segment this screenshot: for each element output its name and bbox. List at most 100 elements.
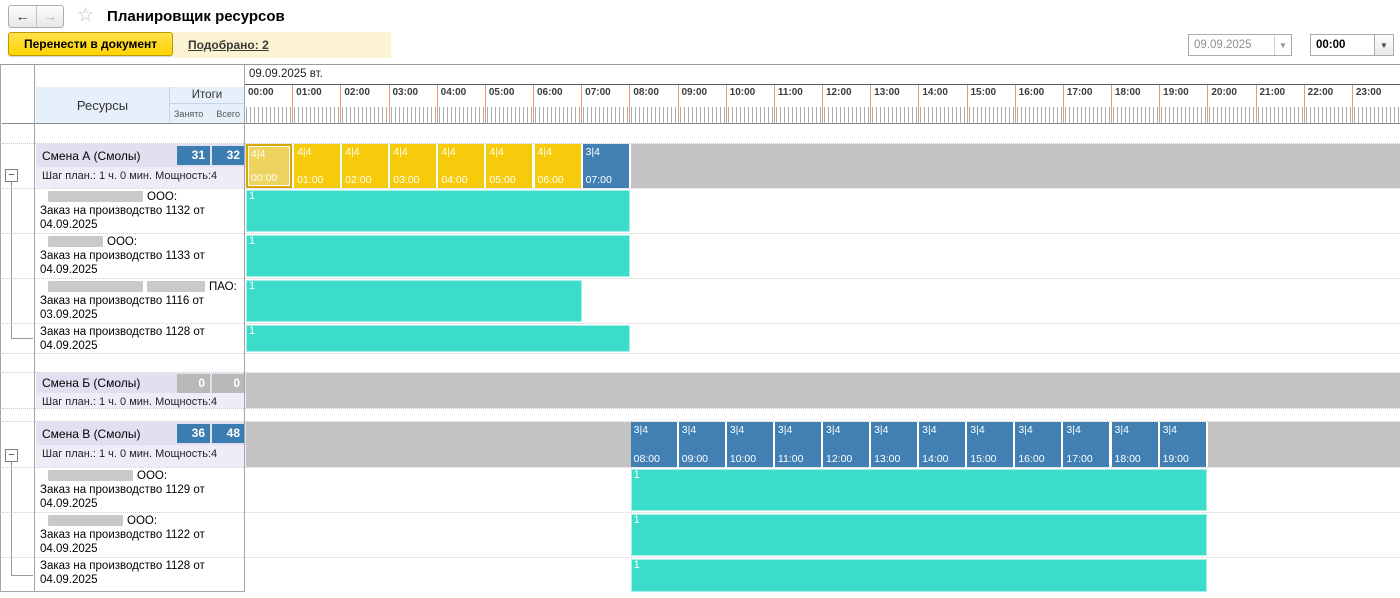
resources-column-header: Ресурсы bbox=[36, 87, 170, 123]
capacity-block[interactable]: 3|4 10:00 bbox=[726, 422, 773, 467]
capacity-block[interactable]: 4|4 04:00 bbox=[438, 144, 485, 188]
order-row: ООО: Заказ на производство 1129 от 04.09.2… bbox=[2, 467, 1400, 512]
totals-column-header: Итоги bbox=[170, 87, 244, 104]
capacity-block[interactable]: 3|4 14:00 bbox=[919, 422, 966, 467]
order-left-cell[interactable]: ПАО: Заказ на производство 1116 от 03.09.2… bbox=[36, 279, 246, 323]
order-left-cell[interactable]: ООО: Заказ на производство 1132 от 04.09.2… bbox=[36, 189, 246, 233]
resource-group-row: Смена Б (Смолы) 0 0 Шаг план.: 1 ч. 0 мин. … bbox=[2, 372, 1400, 408]
hour-label: 19:00 bbox=[1163, 87, 1189, 98]
order-bar[interactable]: 1 bbox=[246, 190, 630, 232]
order-lane: 1 bbox=[246, 324, 1400, 353]
collapse-toggle[interactable]: − bbox=[5, 169, 18, 182]
capacity-block[interactable]: 4|4 03:00 bbox=[390, 144, 437, 188]
planner-grid: Ресурсы Итоги Занято Всего 09.09.2025 вт… bbox=[0, 64, 1400, 592]
capacity-block[interactable]: 4|4 05:00 bbox=[486, 144, 533, 188]
unavailable-band bbox=[246, 422, 631, 467]
timeline-date-header: 09.09.2025 вт. bbox=[244, 65, 1400, 85]
order-left-cell[interactable]: ООО: Заказ на производство 1122 от 04.09.2… bbox=[36, 513, 246, 557]
back-button[interactable]: ← bbox=[9, 6, 36, 27]
capacity-block[interactable]: 3|4 13:00 bbox=[871, 422, 918, 467]
capacity-block[interactable]: 4|4 00:00 bbox=[246, 144, 293, 188]
gutter-cell bbox=[2, 189, 36, 233]
hour-cell: 00:00 bbox=[244, 85, 293, 123]
order-date-line: 04.09.2025 bbox=[40, 264, 98, 276]
order-bar[interactable]: 1 bbox=[630, 469, 1207, 511]
resource-name-row[interactable]: Смена А (Смолы) 31 32 bbox=[36, 144, 246, 167]
capacity-block[interactable]: 3|4 12:00 bbox=[823, 422, 870, 467]
order-left-cell[interactable]: ООО: Заказ на производство 1129 от 04.09.2… bbox=[36, 468, 246, 512]
order-left-cell[interactable]: Заказ на производство 1128 от 04.09.2025 bbox=[36, 324, 246, 353]
resource-group-row: Смена В (Смолы) 36 48 Шаг план.: 1 ч. 0 мин… bbox=[2, 421, 1400, 467]
order-bar[interactable]: 1 bbox=[630, 559, 1207, 592]
order-left-cell[interactable]: ООО: Заказ на производство 1133 от 04.09.2… bbox=[36, 234, 246, 278]
capacity-lane bbox=[246, 373, 1400, 408]
spacer-row bbox=[2, 408, 1400, 421]
gutter-cell bbox=[2, 234, 36, 278]
resource-name-row[interactable]: Смена Б (Смолы) 0 0 bbox=[36, 373, 246, 393]
capacity-block[interactable]: 3|4 07:00 bbox=[582, 144, 629, 188]
capacity-block[interactable]: 3|4 08:00 bbox=[630, 422, 677, 467]
hour-label: 00:00 bbox=[248, 87, 274, 98]
hour-cell: 22:00 bbox=[1303, 85, 1352, 123]
resource-name-row[interactable]: Смена В (Смолы) 36 48 bbox=[36, 422, 246, 445]
occupied-badge: 31 bbox=[177, 146, 210, 165]
capacity-block[interactable]: 4|4 02:00 bbox=[342, 144, 389, 188]
date-dropdown-icon[interactable]: ▼ bbox=[1274, 35, 1291, 55]
minute-ticks bbox=[775, 107, 822, 123]
order-left-cell[interactable]: Заказ на производство 1128 от 04.09.2025 bbox=[36, 558, 246, 592]
hour-cell: 20:00 bbox=[1207, 85, 1256, 123]
capacity-block[interactable]: 4|4 06:00 bbox=[534, 144, 581, 188]
minute-ticks bbox=[631, 107, 678, 123]
capacity-block[interactable]: 3|4 16:00 bbox=[1015, 422, 1062, 467]
minute-ticks bbox=[1257, 107, 1304, 123]
block-time-label: 14:00 bbox=[922, 453, 949, 465]
hour-cell: 06:00 bbox=[533, 85, 582, 123]
block-time-label: 06:00 bbox=[537, 174, 564, 186]
minute-ticks bbox=[438, 107, 485, 123]
capacity-block[interactable]: 4|4 01:00 bbox=[294, 144, 341, 188]
date-value[interactable]: 09.09.2025 bbox=[1194, 39, 1252, 51]
order-bar[interactable]: 1 bbox=[630, 514, 1207, 556]
block-capacity-label: 3|4 bbox=[970, 424, 985, 436]
hour-cell: 09:00 bbox=[677, 85, 726, 123]
hour-label: 16:00 bbox=[1018, 87, 1045, 98]
capacity-block[interactable]: 3|4 17:00 bbox=[1063, 422, 1110, 467]
time-dropdown-button[interactable]: ▼ bbox=[1374, 35, 1393, 55]
order-bar[interactable]: 1 bbox=[246, 325, 630, 352]
capacity-block[interactable]: 3|4 19:00 bbox=[1159, 422, 1206, 467]
minute-ticks bbox=[535, 107, 582, 123]
block-capacity-label: 4|4 bbox=[345, 146, 360, 158]
favorite-star-icon[interactable]: ☆ bbox=[77, 5, 95, 26]
block-time-label: 17:00 bbox=[1066, 453, 1093, 465]
hour-label: 17:00 bbox=[1066, 87, 1093, 98]
block-time-label: 15:00 bbox=[970, 453, 997, 465]
minute-ticks bbox=[968, 107, 1015, 123]
block-capacity-label: 3|4 bbox=[585, 146, 600, 158]
unavailable-band bbox=[630, 144, 1400, 188]
capacity-block[interactable]: 3|4 15:00 bbox=[967, 422, 1014, 467]
capacity-block[interactable]: 3|4 11:00 bbox=[774, 422, 821, 467]
collapse-toggle[interactable]: − bbox=[5, 449, 18, 462]
order-bar[interactable]: 1 bbox=[246, 280, 582, 322]
hour-cell: 18:00 bbox=[1111, 85, 1160, 123]
forward-button[interactable]: → bbox=[36, 5, 63, 27]
resources-header: Ресурсы Итоги Занято Всего bbox=[2, 65, 244, 124]
capacity-block[interactable]: 3|4 09:00 bbox=[678, 422, 725, 467]
company-suffix: ООО: bbox=[127, 515, 158, 527]
order-bar[interactable]: 1 bbox=[246, 235, 630, 277]
block-capacity-label: 3|4 bbox=[1018, 424, 1033, 436]
capacity-block[interactable]: 3|4 18:00 bbox=[1111, 422, 1158, 467]
order-lane: 1 bbox=[246, 234, 1400, 278]
date-field[interactable]: 09.09.2025 ▼ bbox=[1188, 34, 1292, 56]
bar-quantity-label: 1 bbox=[249, 280, 256, 292]
bar-quantity-label: 1 bbox=[249, 235, 256, 247]
hour-cell: 05:00 bbox=[484, 85, 533, 123]
block-time-label: 13:00 bbox=[874, 453, 901, 465]
hour-label: 04:00 bbox=[440, 87, 467, 98]
time-value[interactable]: 00:00 bbox=[1316, 39, 1346, 51]
planning-step-row: Шаг план.: 1 ч. 0 мин. Мощность:4 bbox=[36, 393, 246, 408]
time-field[interactable]: 00:00 ▼ bbox=[1310, 34, 1394, 56]
transfer-to-document-button[interactable]: Перенести в документ bbox=[8, 32, 174, 56]
picked-counter-link[interactable]: Подобрано: 2 bbox=[188, 38, 269, 52]
hour-label: 12:00 bbox=[826, 87, 852, 98]
